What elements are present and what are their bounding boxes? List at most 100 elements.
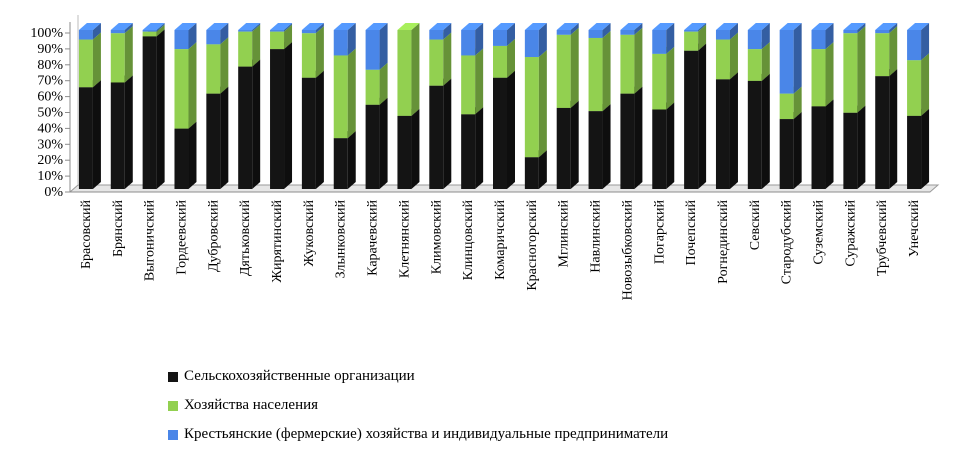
bar-segment	[301, 26, 324, 78]
bar-stack	[301, 23, 324, 189]
x-tick-label: Навлинский	[589, 200, 604, 273]
bar-side	[220, 86, 229, 189]
bar-segment	[397, 23, 420, 116]
bar-side	[124, 26, 133, 83]
bar-side	[634, 86, 643, 189]
y-axis-ticks: 0%10%20%30%40%50%60%70%80%90%100%	[30, 26, 70, 200]
bar-segment	[556, 23, 579, 35]
legend-swatch	[168, 429, 178, 440]
bar-top	[365, 23, 388, 30]
bar-front	[843, 33, 858, 113]
bar-segment	[715, 72, 738, 189]
bar-segment	[461, 48, 484, 115]
bar-top	[620, 23, 643, 30]
y-tick-label: 50%	[37, 106, 63, 121]
bar-front	[110, 33, 125, 83]
bar-segment	[747, 73, 770, 189]
x-tick-label: Гордеевский	[174, 200, 189, 275]
bar-front	[747, 80, 762, 189]
bar-segment	[875, 26, 898, 77]
bar-front	[779, 30, 794, 94]
bar-top	[811, 23, 834, 30]
bar-top	[174, 23, 197, 30]
bar-side	[252, 23, 261, 32]
x-tick-label: Севский	[748, 200, 763, 251]
y-tick-label: 10%	[37, 169, 63, 184]
bar-top	[747, 23, 770, 30]
bar-front	[142, 30, 157, 32]
bar-side	[347, 131, 356, 189]
bar-segment	[397, 108, 420, 189]
bar-side	[538, 50, 547, 158]
bar-side	[124, 23, 133, 34]
bar-segment	[365, 23, 388, 70]
bar-top	[875, 23, 898, 30]
bar-segment	[875, 69, 898, 189]
bar-top	[270, 23, 293, 30]
bar-front	[110, 30, 125, 34]
bar-front	[365, 30, 380, 70]
x-tick-label: Унечский	[907, 200, 922, 258]
bar-front	[78, 30, 93, 40]
bar-front	[620, 93, 635, 189]
bar-side	[634, 27, 643, 94]
bar-segment	[875, 23, 898, 34]
bar-side	[347, 23, 356, 56]
bar-front	[365, 69, 380, 105]
bar-segment	[652, 102, 675, 189]
bar-segment	[907, 23, 930, 61]
bar-stack	[78, 23, 101, 189]
bar-side	[507, 70, 515, 189]
bar-front	[652, 109, 667, 189]
bar-front	[747, 49, 762, 81]
bar-side	[825, 42, 834, 107]
bar-front	[206, 30, 221, 45]
bar-side	[698, 23, 707, 32]
bar-front	[333, 138, 348, 189]
x-tick-label: Жирятинский	[270, 199, 285, 282]
bar-side	[793, 23, 802, 94]
bar-front	[907, 60, 922, 116]
bar-segment	[907, 53, 930, 116]
bar-front	[206, 44, 221, 94]
bar-top	[779, 23, 802, 30]
bar-side	[761, 42, 770, 81]
bar-front	[556, 30, 571, 35]
bar-side	[220, 23, 229, 45]
x-tick-label: Комаричский	[493, 199, 508, 279]
bar-front	[238, 66, 253, 189]
bar-front	[684, 30, 699, 32]
bar-stack	[620, 23, 643, 189]
bar-side	[666, 102, 675, 189]
bar-segment	[684, 43, 707, 189]
bar-front	[174, 30, 189, 50]
legend-swatch	[168, 371, 178, 382]
bar-segment	[174, 121, 197, 189]
bar-front	[620, 30, 635, 35]
legend-label: Сельскохозяйственные организации	[184, 368, 415, 384]
bar-side	[793, 112, 802, 189]
bar-segment	[588, 104, 611, 189]
bar-segment	[174, 42, 197, 129]
bar-side	[92, 80, 101, 189]
bar-segment	[429, 78, 452, 189]
bar-segment	[684, 23, 707, 32]
bar-top	[652, 23, 675, 30]
bar-side	[602, 23, 611, 38]
bar-segment	[270, 42, 293, 189]
bar-side	[156, 23, 165, 32]
bar-side	[220, 37, 229, 94]
bar-front	[174, 128, 189, 189]
bar-top	[556, 23, 579, 30]
bar-segment	[238, 59, 261, 189]
bar-side	[411, 23, 420, 116]
bar-side	[475, 23, 484, 56]
bar-stack	[684, 23, 707, 189]
bar-segment	[110, 23, 133, 34]
bar-side	[634, 23, 643, 35]
bar-side	[315, 26, 324, 78]
bar-side	[92, 32, 101, 88]
bar-side	[729, 32, 738, 80]
bar-side	[570, 27, 579, 108]
bar-stack	[715, 23, 738, 189]
